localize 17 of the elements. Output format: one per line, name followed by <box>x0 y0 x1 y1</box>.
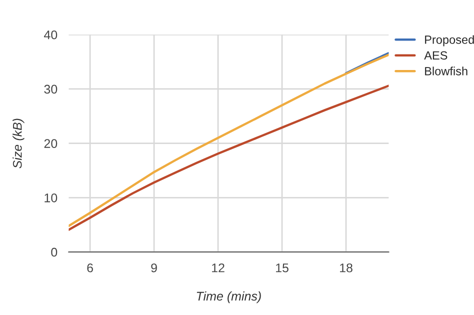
y-tick-label: 10 <box>44 193 58 202</box>
x-axis-title: Time (mins) <box>196 291 261 304</box>
y-axis-title: Size (kB) <box>12 118 24 168</box>
x-tick-label: 15 <box>276 264 288 272</box>
y-tick-label: 40 <box>44 30 58 40</box>
legend-label: Blowfish <box>425 66 468 76</box>
y-tick-label: 20 <box>44 139 58 148</box>
x-tick-label: 12 <box>212 263 224 272</box>
x-tick-label: 18 <box>340 263 352 272</box>
y-tick-label: 30 <box>44 84 58 94</box>
y-tick-label: 0 <box>51 248 58 257</box>
legend-label: AES <box>424 51 448 60</box>
legend-label: Proposed <box>425 35 474 46</box>
line-series <box>68 54 389 228</box>
line-series <box>68 84 389 231</box>
x-tick-label: 6 <box>87 263 93 272</box>
x-tick-label: 9 <box>151 263 157 272</box>
